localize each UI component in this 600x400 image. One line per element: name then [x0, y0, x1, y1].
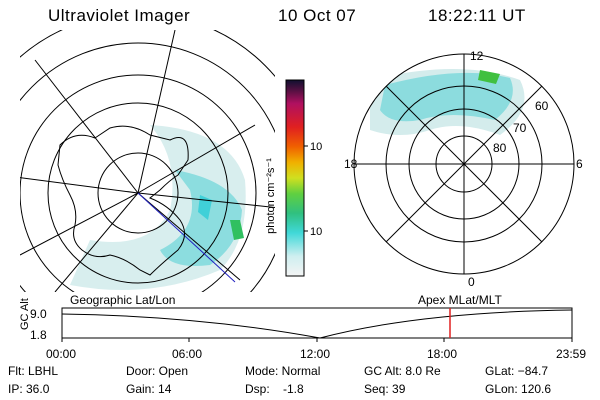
altitude-timeline: Geographic Lat/Lon Apex MLat/MLT GC Alt … — [0, 292, 600, 362]
xtick-0000: 00:00 — [46, 347, 76, 361]
lat-label-60: 60 — [535, 99, 549, 113]
geographic-image-panel — [0, 30, 280, 292]
status-ip: IP: 36.0 — [8, 382, 50, 396]
aurora-emission — [70, 125, 246, 290]
lat-label-70: 70 — [513, 121, 527, 135]
status-seq: Seq: 39 — [364, 382, 406, 396]
mlt-label-6: 6 — [576, 157, 583, 171]
mlt-polar-panel: 12 18 6 0 60 70 80 — [330, 40, 600, 290]
time-display: 18:22:11 UT — [428, 6, 526, 25]
status-dsp: Dsp: -1.8 — [245, 382, 304, 396]
colorbar-tick-10: 10 — [310, 226, 322, 238]
altitude-plot: GC Alt 9.0 1.8 00:00 06:00 12:00 18:00 2… — [19, 298, 586, 361]
status-glon: GLon: 120.6 — [485, 382, 552, 396]
status-gc-alt: GC Alt: 8.0 Re — [364, 364, 441, 378]
mlt-label-18: 18 — [344, 157, 358, 171]
colorbar-tick-100: 100 — [310, 141, 322, 153]
colorbar-unit-label: photon cm⁻²s⁻¹ — [265, 158, 277, 234]
xtick-1200: 12:00 — [300, 347, 330, 361]
status-door: Door: Open — [126, 364, 189, 378]
mlt-label-0: 0 — [468, 275, 475, 289]
mlt-polar-plot: 12 18 6 0 60 70 80 — [344, 49, 583, 289]
status-filter: Flt: LBHL — [8, 364, 59, 378]
ytick-1-8: 1.8 — [30, 328, 47, 342]
polar-aurora-emission — [370, 69, 525, 135]
timeline-yaxis-title: GC Alt — [19, 298, 31, 330]
geographic-map — [20, 30, 275, 292]
xtick-0600: 06:00 — [172, 347, 202, 361]
xtick-2359: 23:59 — [556, 347, 586, 361]
status-gain: Gain: 14 — [126, 382, 172, 396]
timeline-right-label: Apex MLat/MLT — [418, 293, 502, 307]
lat-label-80: 80 — [493, 141, 507, 155]
colorbar-graphic: photon cm⁻²s⁻¹ 100 10 — [265, 79, 328, 277]
app-title: Ultraviolet Imager — [48, 6, 191, 25]
date-display: 10 Oct 07 — [278, 6, 357, 25]
colorbar: photon cm⁻²s⁻¹ 100 10 — [262, 76, 328, 286]
ytick-9: 9.0 — [30, 307, 47, 321]
status-mode: Mode: Normal — [245, 364, 321, 378]
timeline-left-label: Geographic Lat/Lon — [70, 293, 176, 307]
xtick-1800: 18:00 — [427, 347, 457, 361]
status-glat: GLat: −84.7 — [485, 364, 549, 378]
mlt-label-12: 12 — [470, 49, 484, 63]
